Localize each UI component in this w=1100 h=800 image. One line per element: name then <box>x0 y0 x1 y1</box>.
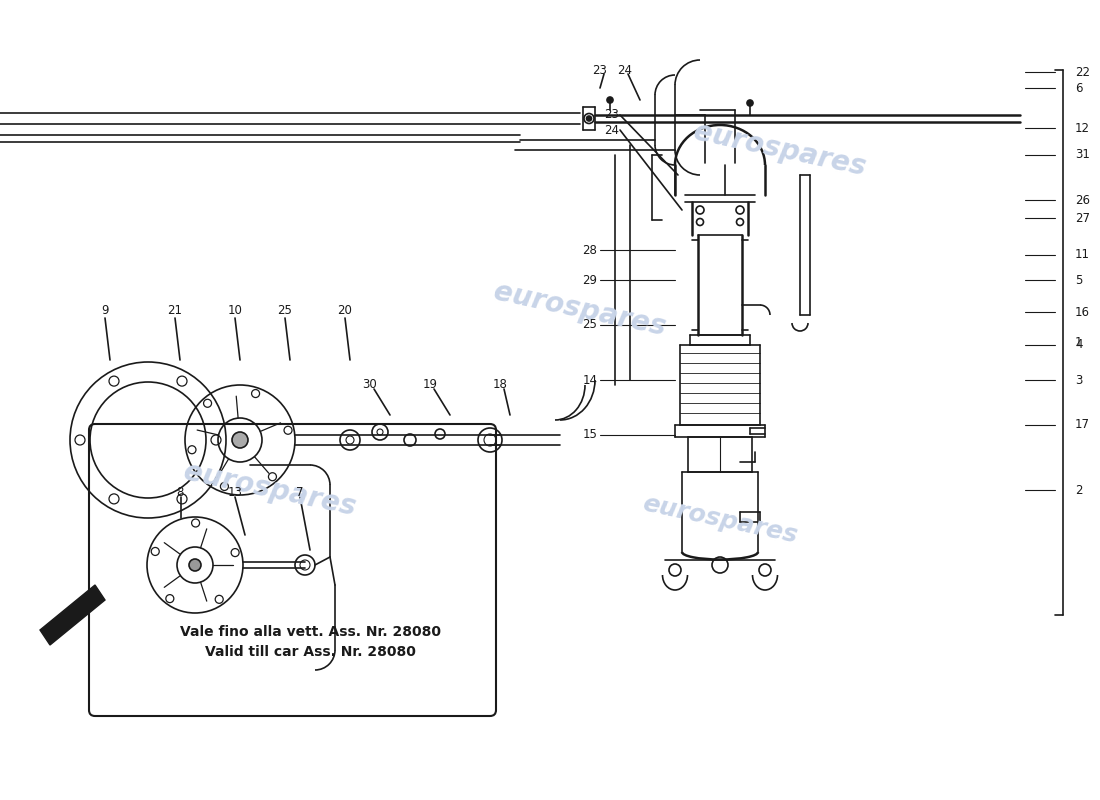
Text: 11: 11 <box>1075 249 1090 262</box>
Text: 3: 3 <box>1075 374 1082 386</box>
Text: 17: 17 <box>1075 418 1090 431</box>
Text: eurospares: eurospares <box>182 458 359 522</box>
Circle shape <box>607 97 613 103</box>
Text: Vale fino alla vett. Ass. Nr. 28080: Vale fino alla vett. Ass. Nr. 28080 <box>179 625 440 639</box>
Text: 1: 1 <box>1075 336 1082 349</box>
Polygon shape <box>40 585 104 645</box>
Text: 7: 7 <box>296 486 304 498</box>
Text: 2: 2 <box>1075 483 1082 497</box>
Text: 29: 29 <box>583 274 597 286</box>
Text: 30: 30 <box>363 378 377 391</box>
Text: 24: 24 <box>617 63 632 77</box>
Text: 26: 26 <box>1075 194 1090 206</box>
Text: 22: 22 <box>1075 66 1090 78</box>
Text: 6: 6 <box>1075 82 1082 94</box>
Text: 13: 13 <box>228 486 242 498</box>
Circle shape <box>747 100 754 106</box>
Text: 27: 27 <box>1075 211 1090 225</box>
Text: 23: 23 <box>605 109 619 122</box>
Text: 14: 14 <box>583 374 597 386</box>
Text: 10: 10 <box>228 303 242 317</box>
Text: 5: 5 <box>1075 274 1082 286</box>
Text: eurospares: eurospares <box>492 278 669 342</box>
Text: 4: 4 <box>1075 338 1082 351</box>
Text: eurospares: eurospares <box>640 492 800 548</box>
Text: 21: 21 <box>167 303 183 317</box>
Text: 24: 24 <box>605 123 619 137</box>
Text: 9: 9 <box>101 303 109 317</box>
Text: 23: 23 <box>593 63 607 77</box>
Text: 12: 12 <box>1075 122 1090 134</box>
Text: 15: 15 <box>583 429 597 442</box>
Circle shape <box>189 559 201 571</box>
Text: 25: 25 <box>277 303 293 317</box>
Text: eurospares: eurospares <box>691 118 869 182</box>
Circle shape <box>232 432 248 448</box>
Text: 20: 20 <box>338 303 352 317</box>
Text: 25: 25 <box>583 318 597 331</box>
Text: 18: 18 <box>493 378 507 391</box>
Text: 19: 19 <box>422 378 438 391</box>
Text: 31: 31 <box>1075 149 1090 162</box>
Text: 28: 28 <box>583 243 597 257</box>
Text: Valid till car Ass. Nr. 28080: Valid till car Ass. Nr. 28080 <box>205 645 416 659</box>
Text: 16: 16 <box>1075 306 1090 318</box>
Circle shape <box>586 116 592 121</box>
Text: 8: 8 <box>176 486 184 498</box>
